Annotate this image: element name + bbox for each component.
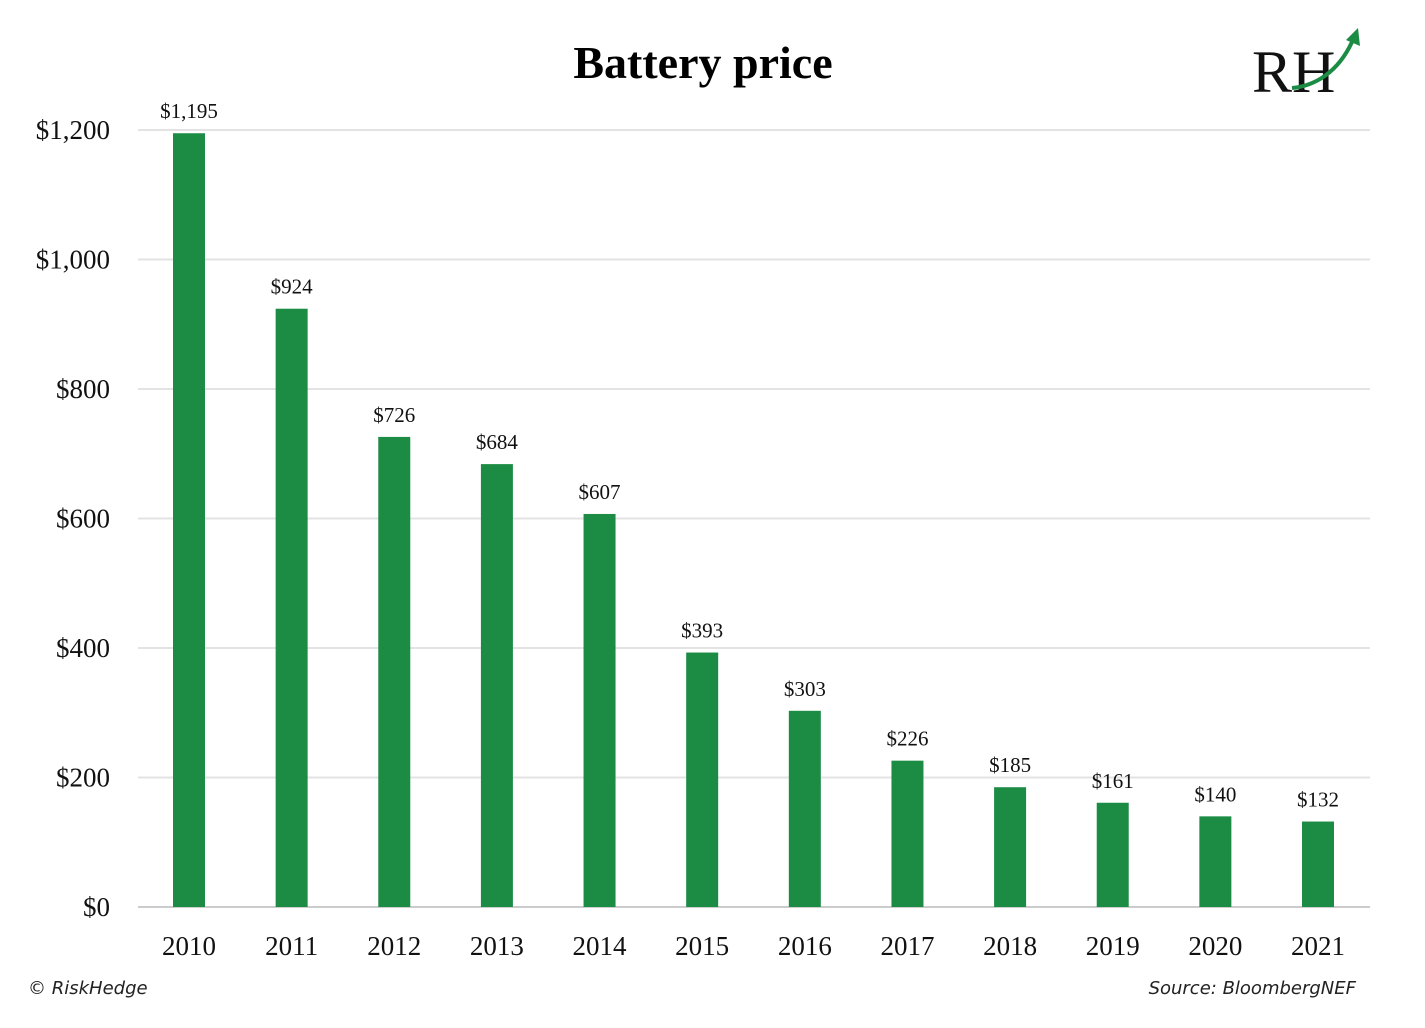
x-tick-label: 2021	[1291, 931, 1345, 961]
y-tick-label: $0	[83, 892, 110, 922]
chart-title: Battery price	[573, 37, 832, 88]
x-tick-label: 2010	[162, 931, 216, 961]
data-label-2017: $226	[886, 727, 928, 751]
bar-2016	[788, 710, 821, 907]
up-arrow-icon	[1291, 28, 1360, 90]
y-tick-label: $1,000	[36, 245, 110, 275]
y-axis-ticks: $0 $200 $400 $600 $800 $1,000 $1,200	[36, 115, 110, 922]
x-tick-label: 2015	[675, 931, 729, 961]
bar-2021	[1302, 821, 1334, 907]
x-tick-label: 2014	[573, 931, 628, 961]
data-label-2020: $140	[1194, 782, 1236, 806]
data-label-2015: $393	[681, 619, 723, 643]
bar-2017	[891, 760, 924, 907]
y-tick-label: $200	[56, 763, 110, 793]
data-label-2014: $607	[579, 480, 621, 504]
data-label-2013: $684	[476, 430, 519, 454]
data-label-2016: $303	[784, 677, 826, 701]
x-tick-label: 2019	[1086, 931, 1140, 961]
gridlines	[138, 129, 1370, 908]
y-tick-label: $600	[56, 504, 110, 534]
bar-2013	[480, 464, 513, 907]
x-tick-label: 2016	[778, 931, 832, 961]
data-label-2011: $924	[271, 275, 314, 299]
bar-2018	[994, 787, 1027, 907]
source-text: Source: BloombergNEF	[1149, 978, 1357, 999]
bars	[173, 133, 1334, 908]
logo-text: RH	[1252, 39, 1335, 105]
x-tick-label: 2011	[265, 931, 318, 961]
y-tick-label: $1,200	[36, 115, 110, 145]
bar-2014	[583, 513, 616, 907]
bar-2015	[686, 652, 719, 907]
y-tick-label: $400	[56, 633, 110, 663]
x-tick-label: 2020	[1188, 931, 1242, 961]
x-tick-label: 2012	[367, 931, 421, 961]
y-tick-label: $800	[56, 374, 110, 404]
data-label-2021: $132	[1297, 788, 1339, 812]
data-label-2012: $726	[373, 403, 415, 427]
riskhedge-logo: RH	[1252, 28, 1360, 105]
data-label-2019: $161	[1092, 769, 1134, 793]
copyright-text: © RiskHedge	[28, 978, 148, 999]
x-axis-ticks: 2010 2011 2012 2013 2014 2015 2016 2017 2018 2019…	[162, 931, 1345, 961]
x-tick-label: 2013	[470, 931, 524, 961]
data-label-2018: $185	[989, 753, 1031, 777]
bar-2020	[1199, 816, 1232, 907]
x-tick-label: 2018	[983, 931, 1037, 961]
data-labels: $1,195 $924 $726 $684 $607 $393 $303 $226 $185 $1…	[160, 99, 1339, 811]
bar-2012	[378, 436, 411, 907]
data-label-2010: $1,195	[160, 99, 218, 123]
bar-2011	[275, 308, 308, 908]
bar-2010	[173, 133, 205, 908]
bar-2019	[1096, 802, 1129, 907]
x-tick-label: 2017	[880, 931, 934, 961]
